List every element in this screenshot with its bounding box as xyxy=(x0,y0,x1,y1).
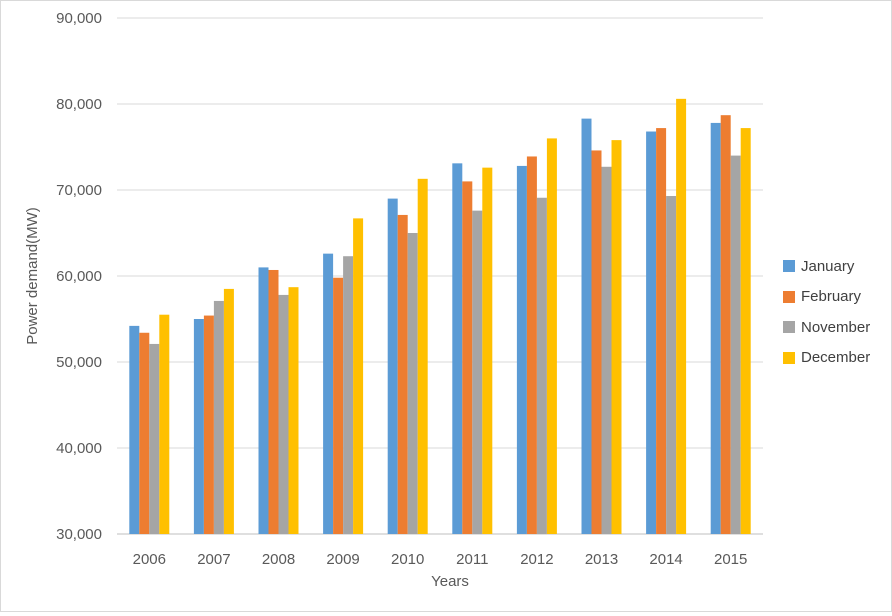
bar-november-2006 xyxy=(149,343,160,534)
bar-february-2015 xyxy=(720,115,731,535)
y-tick-label: 70,000 xyxy=(56,182,102,199)
bar-february-2009 xyxy=(333,277,344,534)
x-tick-label: 2013 xyxy=(585,551,618,568)
x-tick-label: 2010 xyxy=(391,551,424,568)
bar-february-2010 xyxy=(397,214,408,534)
bar-february-2008 xyxy=(268,269,279,534)
bar-january-2013 xyxy=(581,118,592,535)
x-tick-label: 2006 xyxy=(133,551,166,568)
bar-january-2006 xyxy=(129,325,140,534)
bar-december-2006 xyxy=(159,314,170,534)
bar-january-2012 xyxy=(516,165,527,535)
bar-january-2014 xyxy=(646,131,657,534)
bar-december-2011 xyxy=(482,167,493,534)
bar-january-2008 xyxy=(258,267,269,534)
bar-february-2014 xyxy=(656,128,667,534)
x-tick-label: 2014 xyxy=(649,551,682,568)
bar-november-2014 xyxy=(666,196,677,534)
legend-item-february: February xyxy=(783,282,870,313)
bar-december-2008 xyxy=(288,287,299,534)
bar-november-2009 xyxy=(343,256,354,534)
bar-november-2008 xyxy=(278,294,289,534)
bar-december-2012 xyxy=(546,138,557,534)
bar-december-2013 xyxy=(611,140,622,534)
x-tick-label: 2011 xyxy=(456,551,488,568)
bar-december-2015 xyxy=(740,128,751,534)
x-tick-label: 2008 xyxy=(262,551,295,568)
bar-january-2007 xyxy=(193,319,204,534)
bar-january-2011 xyxy=(452,163,463,534)
x-tick-label: 2009 xyxy=(326,551,359,568)
bar-december-2010 xyxy=(417,178,428,534)
y-axis-ticks: 30,000 40,000 50,000 60,000 70,000 80,000 90,0… xyxy=(56,10,102,543)
bar-december-2009 xyxy=(353,218,364,534)
bar-january-2010 xyxy=(387,198,398,534)
y-tick-label: 40,000 xyxy=(56,440,102,457)
bar-november-2011 xyxy=(472,210,483,534)
y-tick-label: 30,000 xyxy=(56,526,102,543)
legend-swatch xyxy=(783,260,795,273)
chart-legend: January February November December xyxy=(783,251,870,373)
legend-swatch xyxy=(783,290,795,303)
legend-label: January xyxy=(801,257,855,275)
y-tick-label: 80,000 xyxy=(56,96,102,113)
bar-november-2013 xyxy=(601,166,612,534)
bar-november-2015 xyxy=(730,155,741,534)
legend-item-december: December xyxy=(783,343,870,374)
x-tick-label: 2012 xyxy=(520,551,553,568)
bar-december-2007 xyxy=(223,288,234,534)
legend-item-january: January xyxy=(783,251,870,282)
bar-december-2014 xyxy=(676,98,687,534)
bars xyxy=(129,98,751,535)
legend-swatch xyxy=(783,351,795,364)
bar-november-2012 xyxy=(536,197,547,535)
x-axis-ticks: 2006 2007 2008 2009 2010 2011 2012 2013 2014 2015 xyxy=(133,551,748,568)
bar-november-2010 xyxy=(407,233,418,534)
legend-label: November xyxy=(801,318,871,336)
bar-february-2012 xyxy=(526,156,537,534)
y-tick-label: 60,000 xyxy=(56,268,102,285)
bar-january-2009 xyxy=(323,253,334,534)
legend-label: December xyxy=(801,349,871,367)
legend-label: February xyxy=(801,288,862,306)
y-axis-title: Power demand(MW) xyxy=(24,207,41,345)
x-axis-title: Years xyxy=(431,573,469,590)
bar-february-2007 xyxy=(203,315,214,534)
x-tick-label: 2007 xyxy=(197,551,230,568)
bar-february-2013 xyxy=(591,150,602,534)
legend-item-november: November xyxy=(783,312,870,343)
y-tick-label: 50,000 xyxy=(56,354,102,371)
bar-february-2006 xyxy=(139,332,150,534)
y-tick-label: 90,000 xyxy=(56,10,102,27)
bar-january-2015 xyxy=(710,122,721,535)
bar-november-2007 xyxy=(213,300,224,534)
legend-swatch xyxy=(783,321,795,334)
x-tick-label: 2015 xyxy=(714,551,747,568)
bar-february-2011 xyxy=(462,181,473,534)
